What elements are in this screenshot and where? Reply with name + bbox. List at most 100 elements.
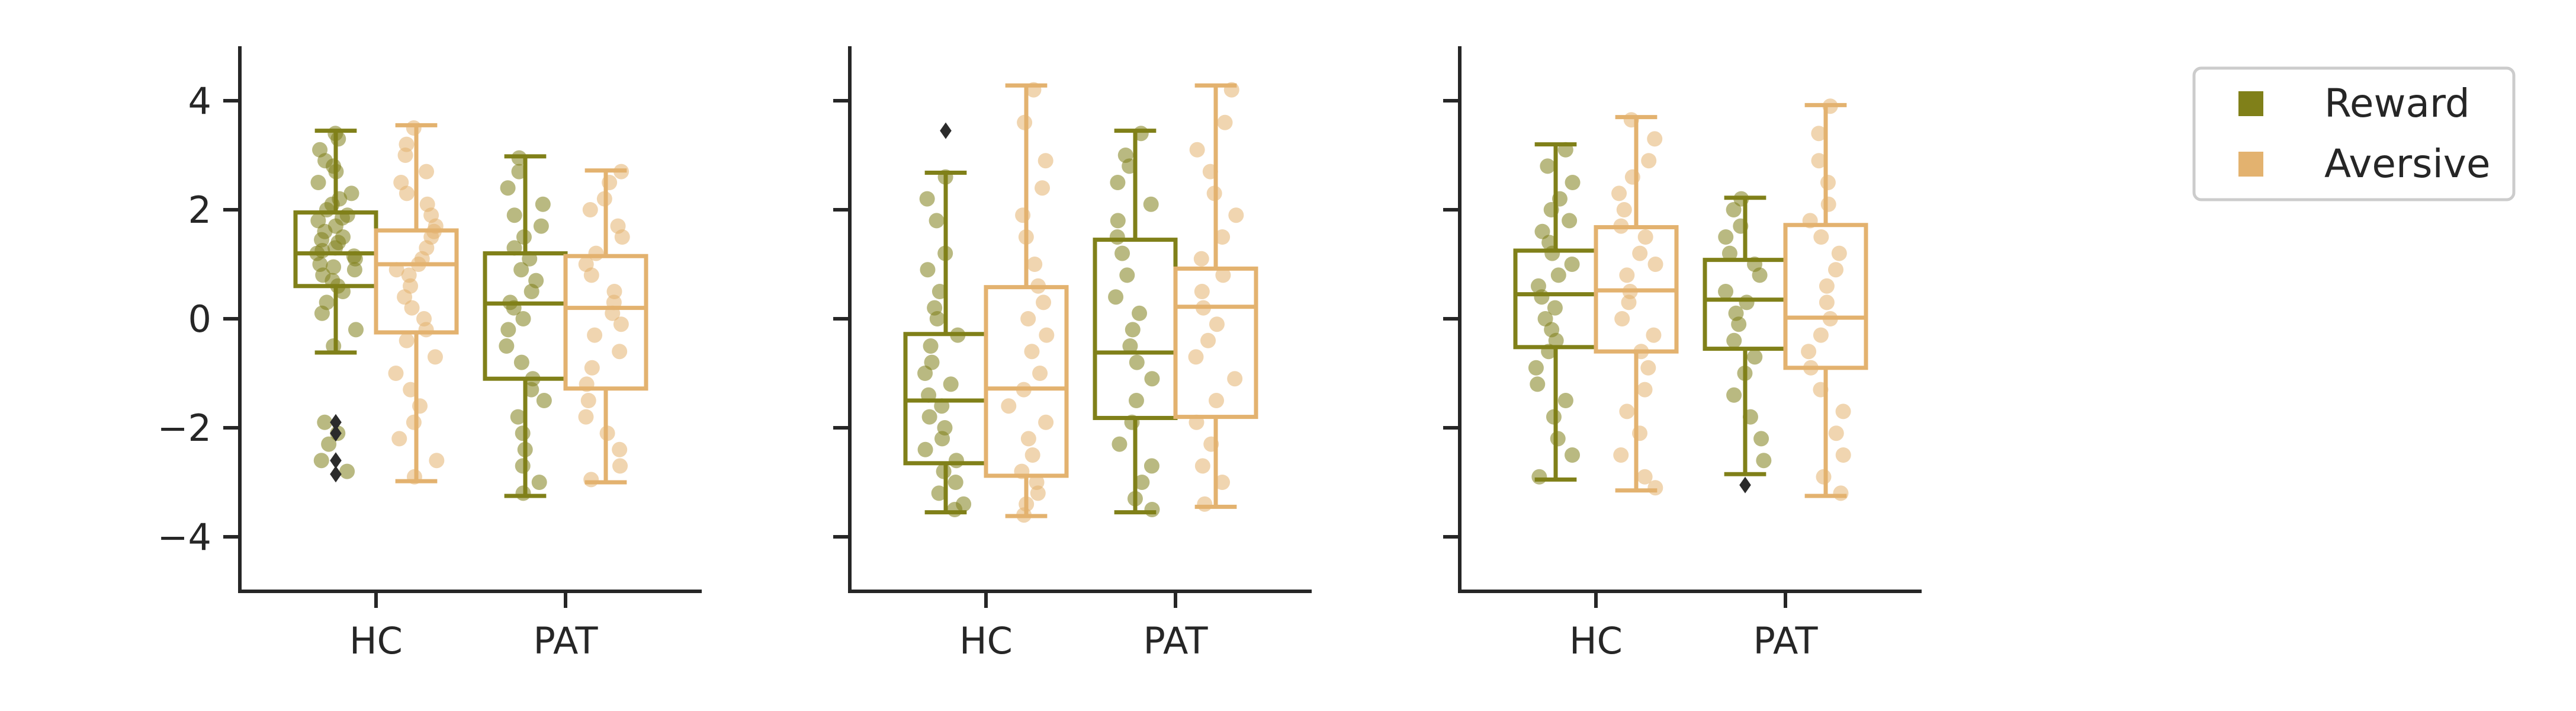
data-point [921,387,937,403]
data-point [1820,196,1836,212]
data-point [1020,311,1036,326]
data-point [515,485,531,501]
data-point [1550,267,1566,283]
data-point [1731,316,1747,332]
data-point [317,414,333,430]
panel-1: −4 −2 0 2 4 HC PAT [158,46,702,662]
data-point [388,366,404,381]
data-point [513,262,529,278]
data-point [1633,344,1649,360]
data-point [1619,267,1635,283]
data-point [1828,262,1844,278]
data-point [917,441,933,457]
data-point [929,311,945,326]
box-iqr [1173,266,1258,419]
data-point [1816,469,1832,485]
data-point [1030,485,1046,501]
data-point [1565,447,1581,463]
data-point [1828,425,1844,441]
data-point [1611,185,1627,201]
data-point [614,164,629,180]
data-point [950,327,966,343]
box-reward-pat [483,150,568,501]
legend: Reward Aversive [2192,66,2516,201]
data-point [1194,458,1210,474]
data-point [917,366,933,381]
data-point [934,398,950,414]
y-tick-label: 4 [188,79,211,123]
data-point [1030,278,1046,294]
y-tick-label: −4 [158,515,211,559]
data-point [1721,245,1737,261]
data-point [1035,180,1051,196]
y-tick-label: 0 [188,297,211,341]
data-point [1027,257,1043,272]
data-point [612,344,628,360]
box-reward-hc [903,122,988,517]
data-point [948,453,964,469]
data-point [1820,175,1836,190]
data-point [1125,322,1141,338]
legend-swatch-aversive [2238,152,2263,177]
data-point [535,196,551,212]
data-point [1753,431,1769,447]
data-point [1822,98,1838,114]
data-point [406,120,422,136]
data-point [1547,300,1563,316]
data-point [500,180,516,196]
outlier-marker [1739,476,1751,494]
data-point [1200,332,1216,348]
data-point [1752,267,1768,283]
data-point [1110,175,1126,190]
data-point [1110,213,1126,229]
data-point [1530,376,1546,392]
y-tick-label: −2 [158,406,211,450]
data-point [347,251,363,267]
legend-label-reward: Reward [2324,81,2470,126]
data-point [937,169,953,185]
data-point [1756,453,1772,469]
data-point [1543,202,1559,217]
data-point [1616,202,1632,217]
data-point [587,327,603,343]
data-point [1015,207,1031,223]
data-point [1811,126,1827,142]
data-point [1133,126,1149,142]
data-point [578,409,594,425]
data-point [1624,169,1640,185]
data-point [499,338,515,354]
data-point [346,262,362,278]
data-point [1124,414,1140,430]
data-point [1546,409,1562,425]
data-point [506,300,522,316]
data-point [1528,360,1544,376]
data-point [406,469,422,485]
data-point [1726,332,1742,348]
data-point [1565,175,1581,190]
data-point [614,229,630,245]
data-point [1144,458,1159,474]
data-point [583,267,599,283]
data-point [1215,267,1231,283]
data-point [327,240,343,256]
x-tick-label-hc: HC [959,619,1013,662]
box-reward-hc [1513,142,1598,485]
data-point [388,262,404,278]
data-point [1803,360,1819,376]
data-point [506,240,522,256]
outlier-marker [330,452,342,469]
data-point [1016,507,1032,523]
x-tick-label-pat: PAT [1753,619,1819,662]
data-point [391,431,407,447]
data-point [1733,191,1749,207]
data-point [339,463,355,479]
data-point [1223,82,1239,98]
panels-group: −4 −2 0 2 4 HC PAT HC PAT HC PAT [158,46,1922,662]
data-point [947,475,963,490]
data-point [1209,393,1225,408]
x-tick-label-pat: PAT [1144,619,1209,662]
data-point [429,453,445,469]
data-point [1215,229,1231,245]
data-point [1114,245,1130,261]
data-point [1024,447,1040,463]
